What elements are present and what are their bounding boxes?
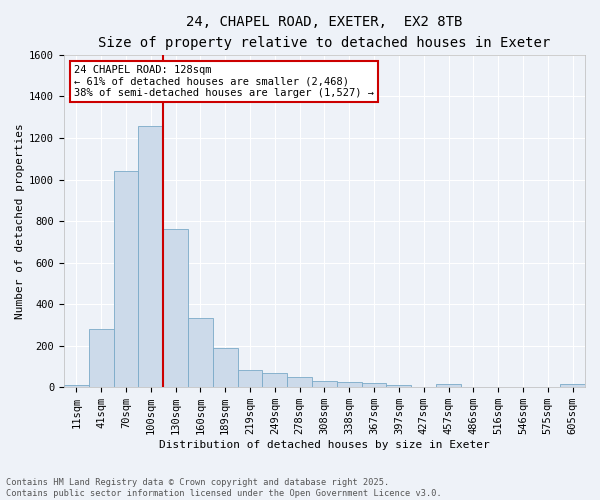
Bar [262,372,287,387]
Text: 24 CHAPEL ROAD: 128sqm
← 61% of detached houses are smaller (2,468)
38% of semi-: 24 CHAPEL ROAD: 128sqm ← 61% of detached… [74,65,374,98]
Bar [238,370,262,387]
Bar [163,230,188,387]
Bar [188,318,213,387]
Bar [287,377,312,387]
Bar [362,383,386,387]
Bar [89,329,113,387]
X-axis label: Distribution of detached houses by size in Exeter: Distribution of detached houses by size … [159,440,490,450]
Bar [113,171,139,387]
Bar [312,381,337,387]
Bar [560,384,585,387]
Bar [139,126,163,387]
Bar [213,348,238,387]
Bar [337,382,362,387]
Text: Contains HM Land Registry data © Crown copyright and database right 2025.
Contai: Contains HM Land Registry data © Crown c… [6,478,442,498]
Y-axis label: Number of detached properties: Number of detached properties [15,123,25,319]
Bar [436,384,461,387]
Bar [386,385,411,387]
Bar [64,385,89,387]
Title: 24, CHAPEL ROAD, EXETER,  EX2 8TB
Size of property relative to detached houses i: 24, CHAPEL ROAD, EXETER, EX2 8TB Size of… [98,15,551,50]
